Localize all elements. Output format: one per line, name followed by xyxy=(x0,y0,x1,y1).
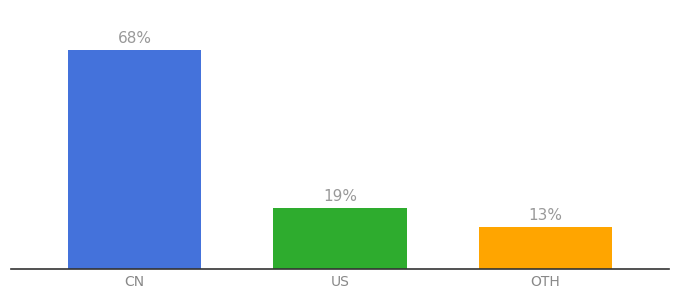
Bar xyxy=(273,208,407,269)
Text: 19%: 19% xyxy=(323,189,357,204)
Bar xyxy=(479,227,613,269)
Bar xyxy=(67,50,201,269)
Text: 68%: 68% xyxy=(118,31,152,46)
Text: 13%: 13% xyxy=(528,208,562,224)
